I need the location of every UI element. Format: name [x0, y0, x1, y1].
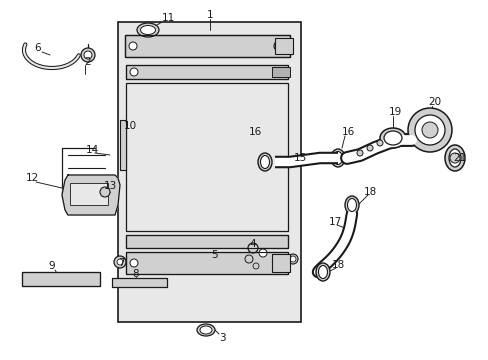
Circle shape — [252, 263, 259, 269]
Bar — [126, 252, 287, 274]
Text: 4: 4 — [249, 239, 256, 249]
Circle shape — [414, 115, 444, 145]
Ellipse shape — [330, 149, 345, 167]
Text: 13: 13 — [103, 181, 116, 191]
Text: 8: 8 — [132, 269, 139, 279]
Text: 3: 3 — [218, 333, 225, 343]
Bar — [112, 278, 167, 287]
Circle shape — [376, 140, 382, 146]
Circle shape — [129, 42, 137, 50]
Text: 17: 17 — [328, 217, 341, 227]
Circle shape — [244, 255, 252, 263]
Circle shape — [273, 41, 284, 51]
Bar — [125, 35, 289, 57]
Bar — [120, 120, 126, 170]
Circle shape — [130, 259, 138, 267]
Circle shape — [259, 249, 266, 257]
Circle shape — [130, 68, 138, 76]
Text: 7: 7 — [118, 258, 124, 268]
Bar — [70, 183, 108, 205]
Text: 16: 16 — [341, 127, 354, 137]
Circle shape — [421, 122, 437, 138]
Ellipse shape — [315, 263, 329, 281]
Bar — [118, 22, 301, 322]
Text: 6: 6 — [35, 43, 41, 53]
Ellipse shape — [140, 26, 155, 35]
Bar — [126, 65, 287, 79]
Text: 21: 21 — [452, 153, 466, 163]
Circle shape — [449, 153, 459, 163]
Text: 10: 10 — [123, 121, 136, 131]
Circle shape — [84, 51, 92, 59]
Text: 20: 20 — [427, 97, 441, 107]
Circle shape — [366, 145, 372, 151]
Bar — [271, 67, 289, 77]
Bar — [120, 120, 126, 170]
Ellipse shape — [200, 326, 212, 334]
Ellipse shape — [258, 153, 271, 171]
Circle shape — [423, 121, 426, 124]
Text: 16: 16 — [248, 127, 261, 137]
Circle shape — [432, 136, 435, 139]
Bar — [126, 235, 287, 248]
Text: 14: 14 — [85, 145, 99, 155]
Circle shape — [289, 256, 295, 262]
Polygon shape — [62, 175, 120, 215]
Text: 5: 5 — [211, 250, 218, 260]
Ellipse shape — [137, 23, 159, 37]
Circle shape — [274, 68, 283, 76]
Ellipse shape — [333, 152, 342, 165]
Circle shape — [432, 121, 435, 124]
Ellipse shape — [448, 149, 460, 167]
Ellipse shape — [347, 198, 356, 212]
Text: 19: 19 — [387, 107, 401, 117]
Bar — [22, 272, 100, 286]
Text: 12: 12 — [25, 173, 39, 183]
Bar — [126, 83, 287, 231]
Bar — [112, 278, 167, 287]
Ellipse shape — [260, 156, 269, 168]
Circle shape — [100, 187, 110, 197]
Bar — [125, 35, 289, 57]
Bar — [126, 235, 287, 248]
Text: 1: 1 — [206, 10, 213, 20]
Text: 9: 9 — [49, 261, 55, 271]
Bar — [126, 252, 287, 274]
Circle shape — [287, 254, 297, 264]
Circle shape — [247, 243, 258, 253]
Text: 2: 2 — [84, 57, 91, 67]
Circle shape — [437, 129, 440, 131]
Ellipse shape — [444, 145, 464, 171]
Ellipse shape — [197, 324, 215, 336]
Circle shape — [423, 136, 426, 139]
Text: 11: 11 — [161, 13, 174, 23]
Ellipse shape — [345, 196, 358, 214]
Circle shape — [407, 108, 451, 152]
Circle shape — [356, 150, 362, 156]
Ellipse shape — [383, 131, 401, 145]
Circle shape — [81, 48, 95, 62]
Ellipse shape — [318, 266, 327, 279]
Circle shape — [273, 258, 284, 268]
Bar — [22, 272, 100, 286]
Circle shape — [117, 259, 123, 265]
Circle shape — [419, 129, 422, 131]
Bar — [126, 65, 287, 79]
Circle shape — [114, 256, 126, 268]
Text: 18: 18 — [363, 187, 376, 197]
Bar — [274, 38, 292, 54]
Text: 18: 18 — [331, 260, 344, 270]
Text: 15: 15 — [293, 153, 306, 163]
Bar — [271, 254, 289, 272]
Ellipse shape — [379, 128, 405, 148]
